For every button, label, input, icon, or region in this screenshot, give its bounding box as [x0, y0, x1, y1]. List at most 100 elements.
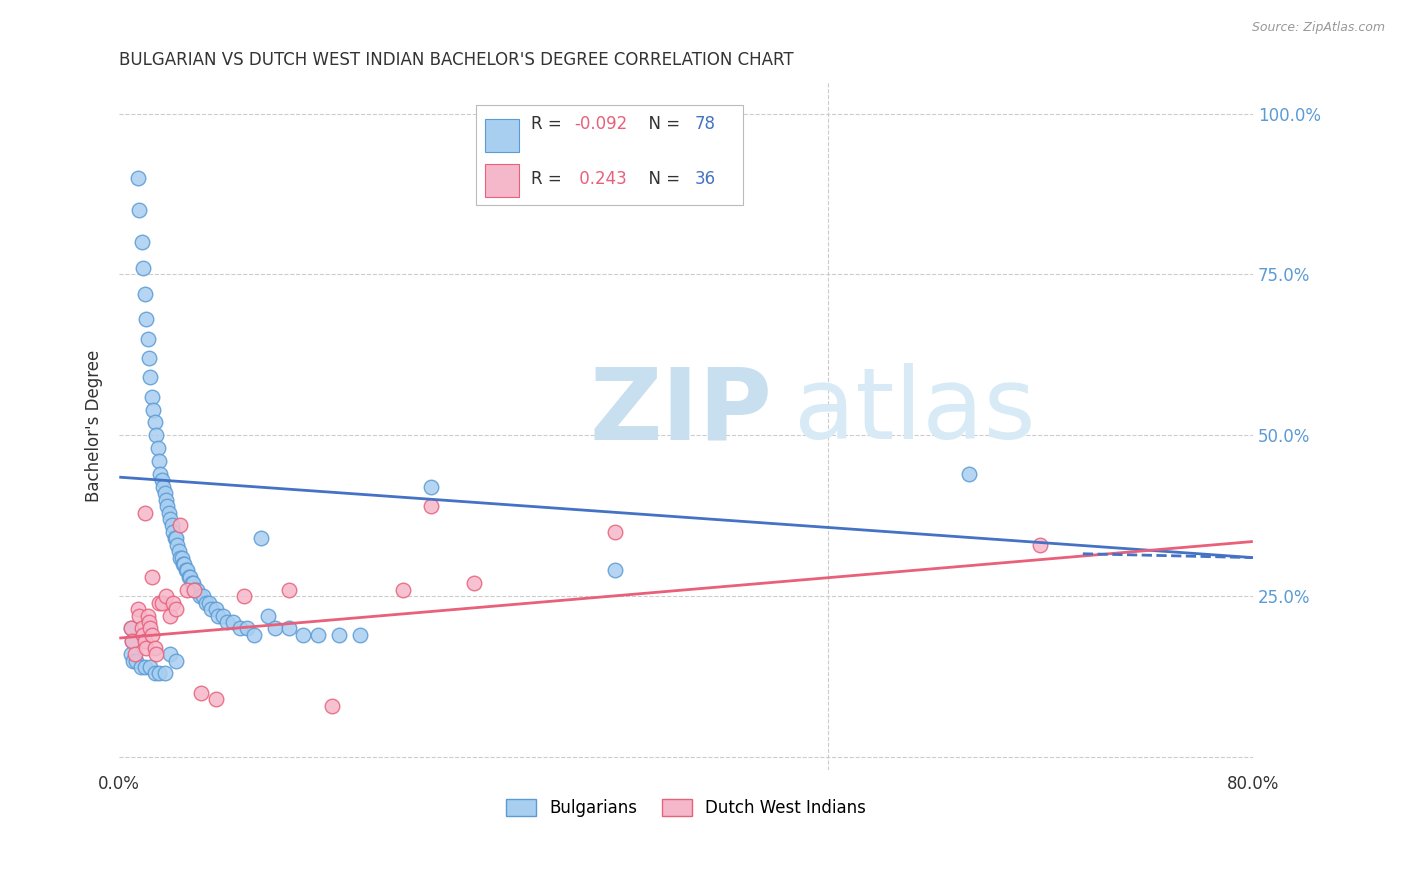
Point [959, 467, 981, 481]
Point [145, 428, 167, 442]
Point [135, 640, 157, 655]
Point [120, 647, 142, 661]
Point [165, 531, 187, 545]
Point [152, 480, 174, 494]
Point [138, 615, 160, 629]
Point [165, 602, 187, 616]
Text: -0.092: -0.092 [574, 115, 627, 133]
Point [200, 602, 222, 616]
Point [159, 608, 181, 623]
FancyBboxPatch shape [477, 105, 742, 205]
Point [188, 589, 211, 603]
Point [148, 666, 170, 681]
Point [328, 628, 350, 642]
Point [605, 564, 627, 578]
Point [167, 544, 190, 558]
Text: atlas: atlas [794, 363, 1035, 460]
Point [134, 634, 156, 648]
Point [165, 654, 187, 668]
Point [211, 608, 233, 623]
Text: R =: R = [530, 170, 567, 188]
Point [139, 621, 162, 635]
Point [186, 582, 208, 597]
Point [204, 602, 226, 616]
Point [160, 518, 183, 533]
Point [197, 596, 219, 610]
Point [149, 467, 172, 481]
Point [228, 621, 250, 635]
Point [170, 550, 193, 565]
Point [143, 666, 166, 681]
Point [159, 512, 181, 526]
Point [1029, 538, 1052, 552]
Point [194, 596, 217, 610]
Point [321, 698, 343, 713]
Point [605, 524, 627, 539]
Point [181, 576, 204, 591]
Point [307, 628, 329, 642]
Point [136, 608, 159, 623]
Point [221, 615, 243, 629]
Point [136, 332, 159, 346]
Point [138, 351, 160, 365]
Point [349, 628, 371, 642]
Text: 78: 78 [695, 115, 716, 133]
Point [146, 441, 169, 455]
Point [120, 621, 142, 635]
Point [257, 608, 280, 623]
Text: BULGARIAN VS DUTCH WEST INDIAN BACHELOR'S DEGREE CORRELATION CHART: BULGARIAN VS DUTCH WEST INDIAN BACHELOR'… [120, 51, 794, 69]
Point [134, 286, 156, 301]
Text: N =: N = [638, 170, 686, 188]
Point [125, 654, 148, 668]
Y-axis label: Bachelor's Degree: Bachelor's Degree [86, 350, 103, 502]
Point [183, 582, 205, 597]
Point [132, 628, 155, 642]
Point [278, 582, 301, 597]
Point [134, 506, 156, 520]
Bar [485, 119, 519, 152]
Text: ZIP: ZIP [589, 363, 772, 460]
Point [236, 621, 259, 635]
Point [180, 576, 202, 591]
Text: Source: ZipAtlas.com: Source: ZipAtlas.com [1251, 21, 1385, 34]
Point [145, 647, 167, 661]
Text: 36: 36 [695, 170, 716, 188]
Point [121, 634, 143, 648]
Point [463, 576, 485, 591]
Point [156, 499, 179, 513]
Point [166, 538, 188, 552]
Point [143, 640, 166, 655]
Point [128, 203, 150, 218]
Text: 0.243: 0.243 [574, 170, 627, 188]
Point [127, 170, 149, 185]
Point [139, 660, 162, 674]
Point [150, 596, 173, 610]
Point [163, 531, 186, 545]
Point [278, 621, 301, 635]
Point [177, 570, 200, 584]
Point [134, 660, 156, 674]
Point [176, 564, 198, 578]
Legend: Bulgarians, Dutch West Indians: Bulgarians, Dutch West Indians [499, 792, 873, 823]
Point [139, 370, 162, 384]
Point [141, 390, 163, 404]
Point [121, 634, 143, 648]
Point [190, 686, 212, 700]
Point [420, 499, 443, 513]
Point [155, 492, 177, 507]
Point [169, 550, 191, 565]
Point [157, 506, 180, 520]
Point [155, 589, 177, 603]
Text: R =: R = [530, 115, 567, 133]
Point [173, 557, 195, 571]
Bar [485, 164, 519, 197]
Point [391, 582, 413, 597]
Point [142, 402, 165, 417]
Point [162, 524, 184, 539]
Point [162, 596, 184, 610]
Point [174, 564, 197, 578]
Point [132, 260, 155, 275]
Point [183, 582, 205, 597]
Point [128, 608, 150, 623]
Point [153, 486, 176, 500]
